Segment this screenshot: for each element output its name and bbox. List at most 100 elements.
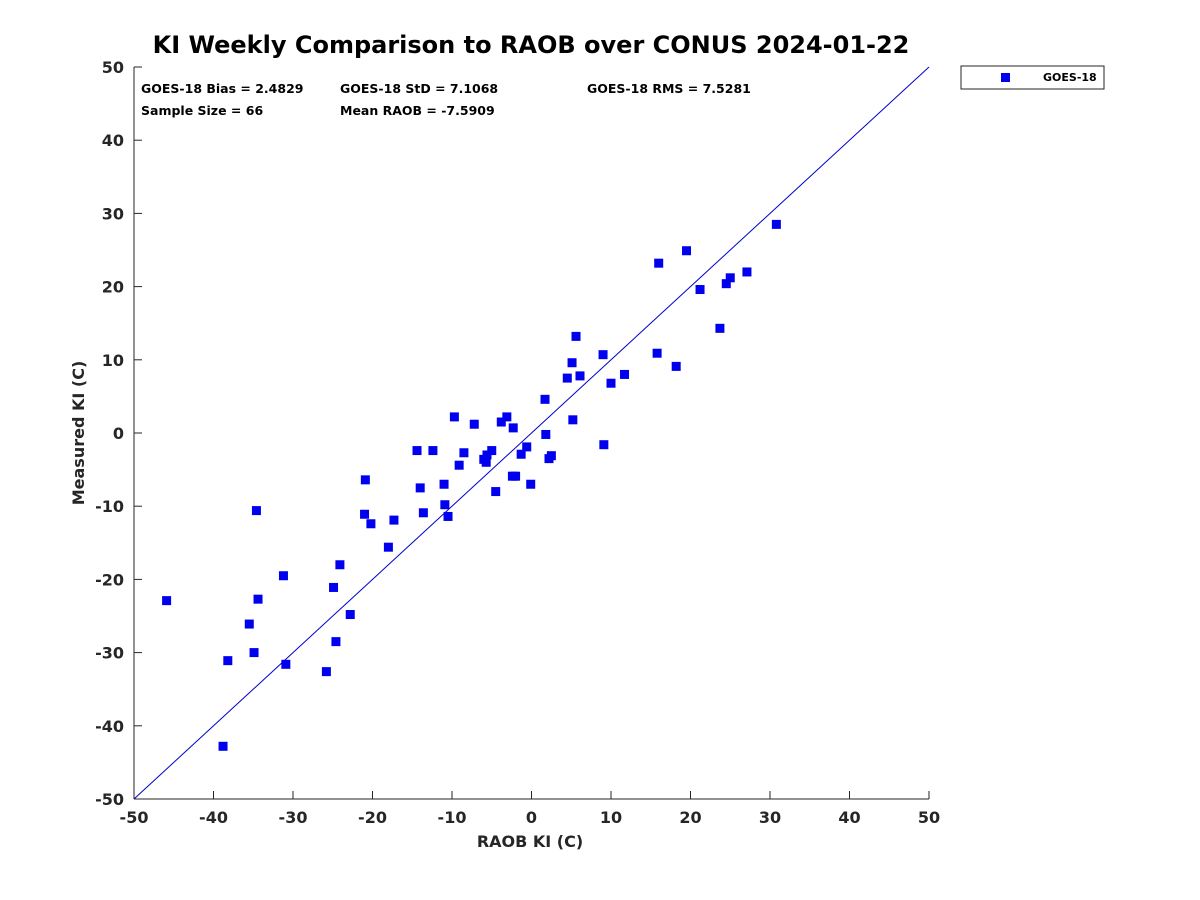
reference-line-group	[133, 66, 930, 800]
data-point	[496, 417, 506, 427]
data-point	[491, 487, 501, 497]
data-point	[721, 279, 731, 289]
data-point	[281, 659, 291, 669]
x-tick-label: -10	[438, 808, 467, 827]
data-point	[606, 378, 616, 388]
y-tick-label: -40	[95, 717, 124, 736]
data-point	[715, 323, 725, 333]
data-point	[251, 506, 261, 516]
y-tick-label: 10	[102, 351, 124, 370]
data-point	[439, 479, 449, 489]
data-point	[652, 348, 662, 358]
chart-title: KI Weekly Comparison to RAOB over CONUS …	[153, 31, 910, 59]
data-point	[682, 246, 692, 256]
data-point	[449, 412, 459, 422]
legend-marker	[1001, 73, 1010, 82]
data-point	[671, 361, 681, 371]
data-point	[329, 582, 339, 592]
y-tick-label: 30	[102, 204, 124, 223]
legend-box	[960, 65, 1105, 90]
data-point	[443, 511, 453, 521]
data-point	[162, 596, 172, 606]
legend-label: GOES-18	[1043, 71, 1097, 84]
data-point	[541, 429, 551, 439]
data-point	[742, 267, 752, 277]
data-point	[321, 667, 331, 677]
data-point	[725, 273, 735, 283]
data-point	[540, 394, 550, 404]
y-tick-label: 20	[102, 278, 124, 297]
legend: GOES-18	[960, 65, 1105, 90]
data-point	[223, 656, 233, 666]
data-point	[335, 560, 345, 570]
y-tick-label: 40	[102, 131, 124, 150]
data-point	[360, 509, 370, 519]
x-tick-label: -20	[358, 808, 387, 827]
data-point	[522, 442, 532, 452]
data-point	[418, 508, 428, 518]
data-point	[567, 358, 577, 368]
data-point	[331, 637, 341, 647]
y-tick-label: -30	[95, 644, 124, 663]
data-point	[244, 619, 254, 629]
x-tick-label: -30	[279, 808, 308, 827]
data-point	[389, 515, 399, 525]
x-tick-label: 50	[918, 808, 940, 827]
y-tick-label: -50	[95, 790, 124, 809]
data-point	[516, 449, 526, 459]
x-tick-label: 10	[600, 808, 622, 827]
data-point	[459, 448, 469, 458]
data-point	[575, 371, 585, 381]
x-tick-label: 40	[838, 808, 860, 827]
data-point	[454, 460, 464, 470]
data-point	[360, 475, 370, 485]
x-tick-label: 30	[759, 808, 781, 827]
data-point	[469, 419, 479, 429]
data-point	[502, 412, 512, 422]
data-point	[487, 446, 497, 456]
stat-rms: GOES-18 RMS = 7.5281	[587, 81, 751, 96]
data-point	[218, 741, 228, 751]
stat-std: GOES-18 StD = 7.1068	[340, 81, 498, 96]
data-point	[366, 519, 376, 529]
data-point	[695, 285, 705, 295]
data-point	[511, 471, 521, 481]
y-axis-title: Measured KI (C)	[69, 361, 88, 506]
x-axis-title: RAOB KI (C)	[477, 832, 583, 851]
data-point	[345, 610, 355, 620]
data-points	[162, 219, 781, 751]
stat-bias: GOES-18 Bias = 2.4829	[141, 81, 303, 96]
data-point	[249, 648, 259, 658]
data-point	[568, 415, 578, 425]
data-point	[562, 373, 572, 383]
data-point	[415, 483, 425, 493]
data-point	[654, 258, 664, 268]
data-point	[253, 594, 263, 604]
data-point	[546, 451, 556, 461]
data-point	[428, 446, 438, 456]
x-tick-label: 0	[526, 808, 537, 827]
data-point	[412, 446, 422, 456]
x-tick-label: -50	[120, 808, 149, 827]
data-point	[599, 440, 609, 450]
data-point	[440, 500, 450, 510]
data-point	[508, 423, 518, 433]
data-point	[571, 331, 581, 341]
data-point	[479, 454, 489, 464]
x-tick-label: 20	[679, 808, 701, 827]
y-tick-label: -10	[95, 497, 124, 516]
data-point	[526, 479, 536, 489]
data-point	[278, 571, 288, 581]
stat-sample-size: Sample Size = 66	[141, 103, 263, 118]
x-tick-label: -40	[199, 808, 228, 827]
y-tick-label: 50	[102, 58, 124, 77]
data-point	[620, 369, 630, 379]
axes: -50 -40 -30 -20 -10 0 10 20 30 40 50 -50 -40 -30 -20 -1…	[95, 58, 940, 827]
one-to-one-line	[133, 66, 930, 800]
stats-panel: GOES-18 Bias = 2.4829 GOES-18 StD = 7.10…	[141, 81, 751, 118]
y-tick-label: 0	[113, 424, 124, 443]
stat-mean-raob: Mean RAOB = -7.5909	[340, 103, 495, 118]
data-point	[771, 219, 781, 229]
data-point	[598, 350, 608, 360]
